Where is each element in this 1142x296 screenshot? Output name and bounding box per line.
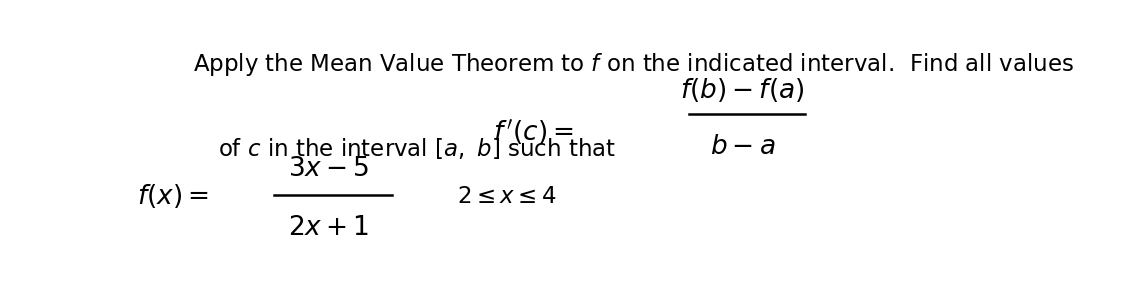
Text: $2\leq x\leq 4$: $2\leq x\leq 4$ bbox=[457, 185, 556, 208]
Text: $b-a$: $b-a$ bbox=[710, 134, 775, 160]
Text: Apply the Mean Value Theorem to $f$ on the indicated interval.  Find all values: Apply the Mean Value Theorem to $f$ on t… bbox=[193, 51, 1075, 78]
Text: $f(x)=$: $f(x)=$ bbox=[137, 182, 209, 210]
Text: $2x+1$: $2x+1$ bbox=[288, 215, 369, 241]
Text: $f(b)-f(a)$: $f(b)-f(a)$ bbox=[681, 76, 805, 104]
Text: $f\,'(c) =$: $f\,'(c) =$ bbox=[492, 118, 573, 147]
Text: $3x-5$: $3x-5$ bbox=[288, 156, 369, 182]
Text: of $c$ in the interval $[a,\ b]$ such that: of $c$ in the interval $[a,\ b]$ such th… bbox=[218, 136, 617, 161]
